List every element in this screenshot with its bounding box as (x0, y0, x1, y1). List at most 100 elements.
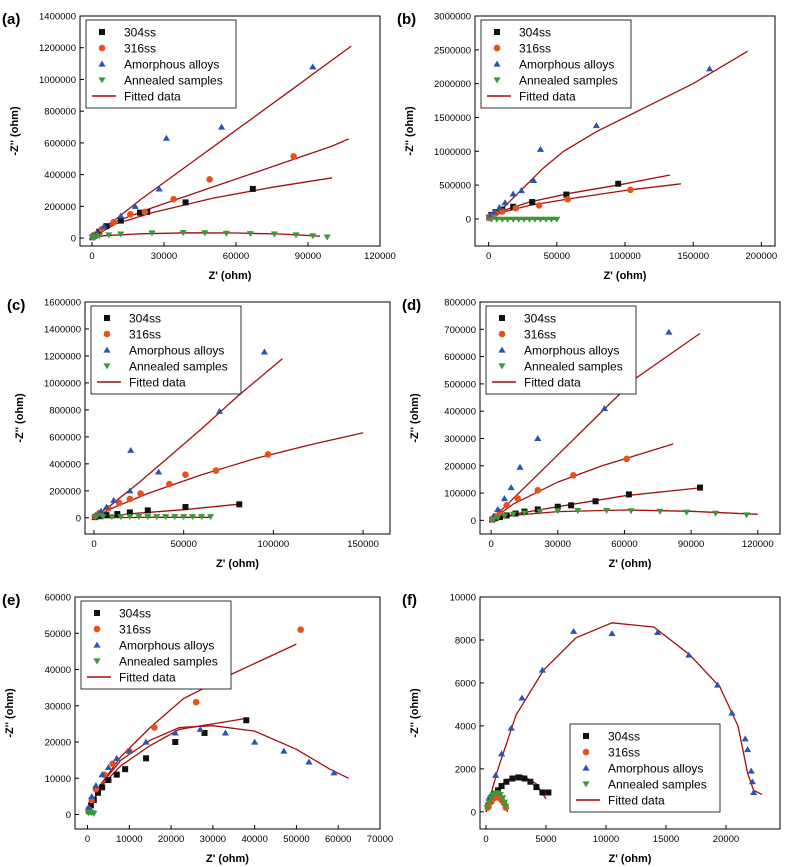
data-point-triangle-down (95, 233, 103, 240)
legend-label: Annealed samples (119, 655, 218, 669)
data-point-triangle-up (600, 405, 609, 412)
legend-label: Amorphous alloys (608, 762, 703, 776)
data-point-triangle-up (530, 176, 538, 183)
data-point-triangle-down (554, 508, 562, 515)
data-point-triangle-down (499, 795, 507, 802)
legend-label: Fitted data (129, 376, 186, 390)
x-axis-label: Z' (ohm) (209, 270, 252, 282)
data-point-triangle-down (627, 508, 635, 515)
data-point-triangle-up (100, 222, 108, 229)
panel-label: (b) (397, 11, 416, 28)
data-point-triangle-down (498, 363, 506, 370)
data-point-triangle-up (665, 328, 673, 335)
y-axis-label: -Z'' (ohm) (409, 688, 421, 738)
x-tick-label: 5000 (535, 834, 556, 845)
y-tick-label: 6000 (455, 678, 476, 689)
y-tick-label: 1400000 (39, 12, 76, 23)
data-point-square (126, 509, 133, 516)
data-point-triangle-down (148, 230, 156, 237)
y-tick-label: 40000 (45, 665, 71, 676)
y-tick-label: 500000 (444, 379, 476, 390)
data-point-circle (151, 724, 158, 731)
data-point-square (182, 199, 189, 206)
data-point-square (99, 29, 105, 35)
data-point-triangle-up (517, 187, 525, 194)
data-point-square (494, 29, 500, 35)
chart-panel-4: (d) 0 30000 60000 90000 120000 0 100000 200000 30… (402, 297, 781, 570)
data-point-triangle-up (500, 495, 509, 502)
plot-data (486, 50, 749, 223)
data-point-triangle-down (743, 512, 751, 519)
data-point-triangle-down (246, 231, 254, 238)
data-point-triangle-up (495, 204, 504, 211)
y-axis-label: -Z'' (ohm) (9, 106, 21, 156)
x-tick-label: 15000 (653, 834, 679, 845)
panel-label: (d) (402, 297, 421, 314)
y-tick-label: 1000000 (44, 378, 81, 389)
data-point-triangle-up (113, 754, 121, 761)
y-tick-label: 800000 (49, 405, 81, 416)
x-tick-label: 40000 (241, 834, 267, 845)
data-point-triangle-down (103, 363, 111, 370)
data-point-triangle-down (126, 514, 134, 521)
data-point-triangle-down (108, 514, 116, 521)
chart-panel-3: (c) 0 50000 100000 150000 0 200000 400000 600000… (7, 297, 391, 570)
fitted-line (86, 725, 349, 815)
data-point-triangle-up (498, 346, 506, 353)
legend-label: Amorphous alloys (519, 58, 614, 72)
data-point-triangle-down (496, 792, 504, 799)
legend-label: 304ss (608, 730, 640, 744)
y-tick-label: 2000000 (434, 79, 471, 90)
data-point-triangle-up (142, 738, 150, 745)
data-point-circle (534, 487, 542, 494)
data-point-circle (126, 495, 134, 503)
x-tick-label: 90000 (678, 539, 704, 550)
data-point-circle (290, 153, 297, 160)
fitted-line (490, 443, 674, 521)
data-point-triangle-down (323, 234, 331, 241)
y-tick-label: 10000 (450, 593, 476, 604)
data-point-triangle-up (492, 771, 500, 778)
data-point-triangle-down (525, 216, 534, 223)
x-tick-label: 0 (488, 539, 493, 550)
data-point-square (503, 778, 510, 785)
data-point-triangle-up (685, 651, 693, 658)
data-point-triangle-down (162, 514, 170, 521)
data-point-square (104, 315, 110, 321)
x-axis-label: Z' (ohm) (206, 853, 249, 865)
data-point-square (96, 228, 103, 235)
data-point-square (94, 610, 100, 616)
data-point-triangle-up (744, 746, 752, 753)
data-point-circle (141, 208, 149, 216)
data-point-triangle-down (201, 230, 209, 237)
data-point-square (144, 507, 151, 514)
y-tick-label: 50000 (45, 629, 71, 640)
data-point-square (113, 771, 120, 778)
data-point-triangle-down (493, 216, 501, 223)
x-tick-label: 0 (85, 834, 90, 845)
y-axis-label: -Z'' (ohm) (409, 393, 421, 443)
data-point-triangle-down (536, 216, 545, 223)
x-axis-label: Z' (ohm) (216, 558, 259, 570)
plot-frame (479, 596, 781, 830)
data-point-triangle-up (171, 729, 179, 736)
data-point-square (533, 784, 540, 791)
data-point-triangle-up (516, 463, 524, 470)
data-point-triangle-up (747, 767, 755, 774)
y-axis-label: -Z'' (ohm) (14, 393, 26, 443)
data-point-triangle-down (135, 514, 143, 521)
legend: 304ss 316ss Amorphous alloys Annealed sampl… (569, 723, 721, 813)
data-point-circle (103, 330, 111, 338)
data-point-circle (512, 204, 520, 212)
data-point-square (625, 491, 632, 498)
data-point-square (236, 501, 243, 508)
data-point-triangle-up (92, 782, 100, 789)
data-point-square (529, 199, 536, 206)
data-point-square (122, 766, 129, 773)
legend: 304ss 316ss Amorphous alloys Annealed sampl… (485, 305, 637, 395)
data-point-triangle-up (110, 496, 118, 503)
legend: 304ss 316ss Amorphous alloys Annealed sampl… (480, 19, 632, 109)
y-tick-label: 8000 (455, 635, 476, 646)
data-point-triangle-down (270, 231, 278, 238)
plot-frame (79, 15, 381, 247)
